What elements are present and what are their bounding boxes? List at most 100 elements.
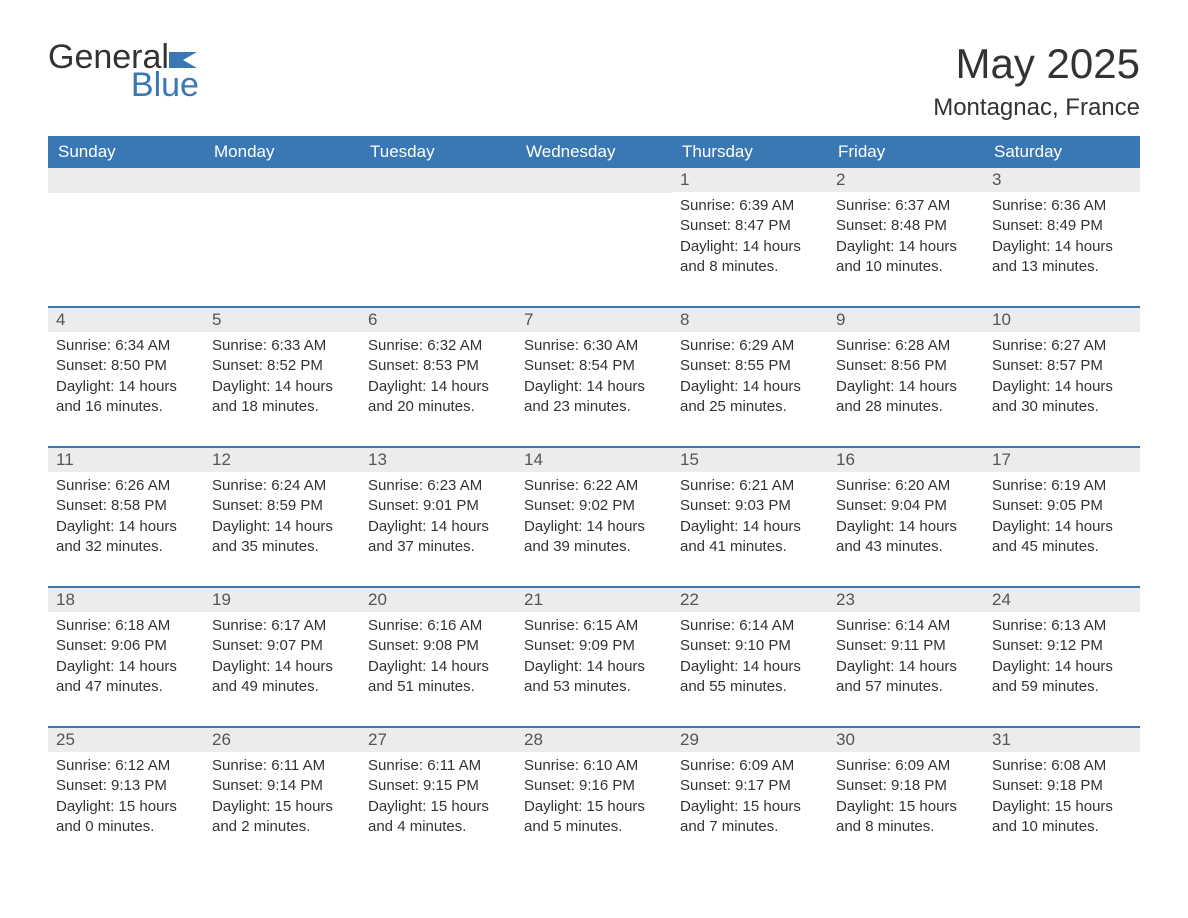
weekday-header: Thursday [672,136,828,168]
day-body: Sunrise: 6:37 AMSunset: 8:48 PMDaylight:… [828,192,984,285]
sunset-text: Sunset: 9:10 PM [680,636,820,656]
sunset-text: Sunset: 8:48 PM [836,216,976,236]
sunrise-text: Sunrise: 6:12 AM [56,756,196,776]
sunrise-text: Sunrise: 6:20 AM [836,476,976,496]
day-number: 3 [984,168,1140,192]
day-number: 24 [984,588,1140,612]
day-number-empty [48,168,204,193]
daylight-text: Daylight: 14 hours and 28 minutes. [836,377,976,418]
daylight-text: Daylight: 15 hours and 8 minutes. [836,797,976,838]
day-cell: 19Sunrise: 6:17 AMSunset: 9:07 PMDayligh… [204,588,360,716]
sunrise-text: Sunrise: 6:36 AM [992,196,1132,216]
day-number: 31 [984,728,1140,752]
sunset-text: Sunset: 9:13 PM [56,776,196,796]
sunrise-text: Sunrise: 6:09 AM [680,756,820,776]
day-cell: 30Sunrise: 6:09 AMSunset: 9:18 PMDayligh… [828,728,984,856]
day-cell [360,168,516,296]
day-cell: 9Sunrise: 6:28 AMSunset: 8:56 PMDaylight… [828,308,984,436]
sunrise-text: Sunrise: 6:09 AM [836,756,976,776]
sunrise-text: Sunrise: 6:26 AM [56,476,196,496]
day-number: 11 [48,448,204,472]
sunset-text: Sunset: 9:07 PM [212,636,352,656]
sunset-text: Sunset: 9:03 PM [680,496,820,516]
weekday-header: Friday [828,136,984,168]
day-number: 21 [516,588,672,612]
sunset-text: Sunset: 9:01 PM [368,496,508,516]
day-cell: 25Sunrise: 6:12 AMSunset: 9:13 PMDayligh… [48,728,204,856]
daylight-text: Daylight: 14 hours and 49 minutes. [212,657,352,698]
weekday-header: Monday [204,136,360,168]
daylight-text: Daylight: 14 hours and 37 minutes. [368,517,508,558]
daylight-text: Daylight: 14 hours and 43 minutes. [836,517,976,558]
week-row: 18Sunrise: 6:18 AMSunset: 9:06 PMDayligh… [48,586,1140,716]
daylight-text: Daylight: 14 hours and 13 minutes. [992,237,1132,278]
day-cell: 27Sunrise: 6:11 AMSunset: 9:15 PMDayligh… [360,728,516,856]
day-cell: 8Sunrise: 6:29 AMSunset: 8:55 PMDaylight… [672,308,828,436]
day-cell: 4Sunrise: 6:34 AMSunset: 8:50 PMDaylight… [48,308,204,436]
day-cell: 13Sunrise: 6:23 AMSunset: 9:01 PMDayligh… [360,448,516,576]
sunrise-text: Sunrise: 6:15 AM [524,616,664,636]
sunset-text: Sunset: 8:55 PM [680,356,820,376]
day-cell: 6Sunrise: 6:32 AMSunset: 8:53 PMDaylight… [360,308,516,436]
day-number-empty [516,168,672,193]
logo-text-block: General Blue [48,40,199,102]
day-body: Sunrise: 6:26 AMSunset: 8:58 PMDaylight:… [48,472,204,565]
day-number: 25 [48,728,204,752]
sunset-text: Sunset: 9:11 PM [836,636,976,656]
weekday-header-row: SundayMondayTuesdayWednesdayThursdayFrid… [48,136,1140,168]
day-cell: 15Sunrise: 6:21 AMSunset: 9:03 PMDayligh… [672,448,828,576]
day-number: 9 [828,308,984,332]
daylight-text: Daylight: 14 hours and 32 minutes. [56,517,196,558]
day-number: 5 [204,308,360,332]
day-body: Sunrise: 6:16 AMSunset: 9:08 PMDaylight:… [360,612,516,705]
sunset-text: Sunset: 8:47 PM [680,216,820,236]
sunset-text: Sunset: 8:57 PM [992,356,1132,376]
day-cell: 21Sunrise: 6:15 AMSunset: 9:09 PMDayligh… [516,588,672,716]
sunrise-text: Sunrise: 6:10 AM [524,756,664,776]
daylight-text: Daylight: 14 hours and 55 minutes. [680,657,820,698]
calendar: SundayMondayTuesdayWednesdayThursdayFrid… [48,136,1140,856]
day-body: Sunrise: 6:11 AMSunset: 9:14 PMDaylight:… [204,752,360,845]
sunrise-text: Sunrise: 6:21 AM [680,476,820,496]
day-cell: 17Sunrise: 6:19 AMSunset: 9:05 PMDayligh… [984,448,1140,576]
sunrise-text: Sunrise: 6:34 AM [56,336,196,356]
day-number: 29 [672,728,828,752]
day-cell: 22Sunrise: 6:14 AMSunset: 9:10 PMDayligh… [672,588,828,716]
day-body: Sunrise: 6:23 AMSunset: 9:01 PMDaylight:… [360,472,516,565]
logo-word2: Blue [131,66,199,104]
day-number: 1 [672,168,828,192]
day-number: 26 [204,728,360,752]
day-body: Sunrise: 6:27 AMSunset: 8:57 PMDaylight:… [984,332,1140,425]
daylight-text: Daylight: 14 hours and 25 minutes. [680,377,820,418]
day-number: 4 [48,308,204,332]
sunrise-text: Sunrise: 6:22 AM [524,476,664,496]
sunset-text: Sunset: 9:05 PM [992,496,1132,516]
day-number: 18 [48,588,204,612]
day-cell: 29Sunrise: 6:09 AMSunset: 9:17 PMDayligh… [672,728,828,856]
day-body: Sunrise: 6:28 AMSunset: 8:56 PMDaylight:… [828,332,984,425]
title-block: May 2025 Montagnac, France [933,40,1140,122]
day-body: Sunrise: 6:36 AMSunset: 8:49 PMDaylight:… [984,192,1140,285]
daylight-text: Daylight: 14 hours and 35 minutes. [212,517,352,558]
weeks-container: 1Sunrise: 6:39 AMSunset: 8:47 PMDaylight… [48,168,1140,856]
sunset-text: Sunset: 9:04 PM [836,496,976,516]
weekday-header: Tuesday [360,136,516,168]
day-number: 28 [516,728,672,752]
daylight-text: Daylight: 14 hours and 8 minutes. [680,237,820,278]
sunrise-text: Sunrise: 6:13 AM [992,616,1132,636]
daylight-text: Daylight: 14 hours and 45 minutes. [992,517,1132,558]
day-cell: 26Sunrise: 6:11 AMSunset: 9:14 PMDayligh… [204,728,360,856]
daylight-text: Daylight: 15 hours and 5 minutes. [524,797,664,838]
sunrise-text: Sunrise: 6:14 AM [836,616,976,636]
daylight-text: Daylight: 14 hours and 53 minutes. [524,657,664,698]
sunset-text: Sunset: 9:06 PM [56,636,196,656]
daylight-text: Daylight: 15 hours and 4 minutes. [368,797,508,838]
sunrise-text: Sunrise: 6:33 AM [212,336,352,356]
day-cell: 20Sunrise: 6:16 AMSunset: 9:08 PMDayligh… [360,588,516,716]
day-body: Sunrise: 6:19 AMSunset: 9:05 PMDaylight:… [984,472,1140,565]
sunrise-text: Sunrise: 6:28 AM [836,336,976,356]
sunset-text: Sunset: 9:18 PM [836,776,976,796]
day-body: Sunrise: 6:24 AMSunset: 8:59 PMDaylight:… [204,472,360,565]
daylight-text: Daylight: 14 hours and 10 minutes. [836,237,976,278]
day-body: Sunrise: 6:20 AMSunset: 9:04 PMDaylight:… [828,472,984,565]
